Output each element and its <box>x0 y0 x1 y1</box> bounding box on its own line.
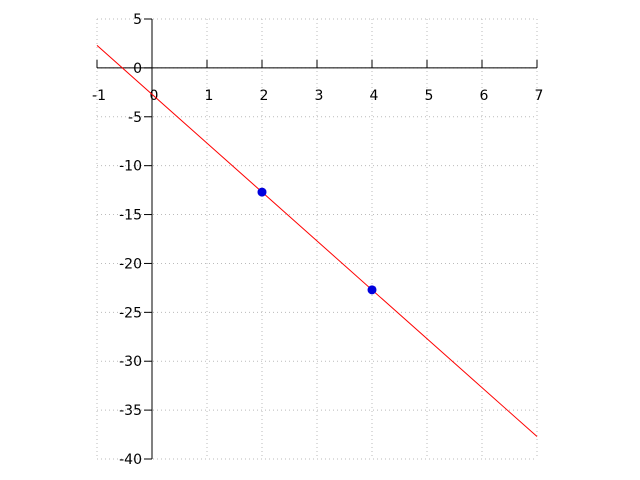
x-tick-label: 2 <box>260 88 269 104</box>
x-tick-label: 1 <box>205 88 214 104</box>
y-tick-label: -10 <box>119 159 142 175</box>
y-tick-label: -35 <box>119 403 142 419</box>
y-tick-label: -25 <box>119 305 142 321</box>
y-tick-label: -15 <box>119 208 142 224</box>
y-tick-label: -30 <box>119 354 142 370</box>
y-tick-label: 0 <box>133 61 142 77</box>
data-point <box>257 187 267 197</box>
x-tick-label: 4 <box>370 88 379 104</box>
fit-line <box>96 45 538 437</box>
x-tick-label: 5 <box>425 88 434 104</box>
x-tick-label: 7 <box>535 88 544 104</box>
y-tick-label: -40 <box>119 452 142 468</box>
y-tick-label: -5 <box>128 110 142 126</box>
x-tick-label: 6 <box>480 88 489 104</box>
y-tick-label: 5 <box>133 12 142 28</box>
data-point <box>367 285 377 295</box>
x-tick-label: -1 <box>92 88 106 104</box>
x-tick-label: 3 <box>315 88 324 104</box>
y-tick-label: -20 <box>119 256 142 272</box>
